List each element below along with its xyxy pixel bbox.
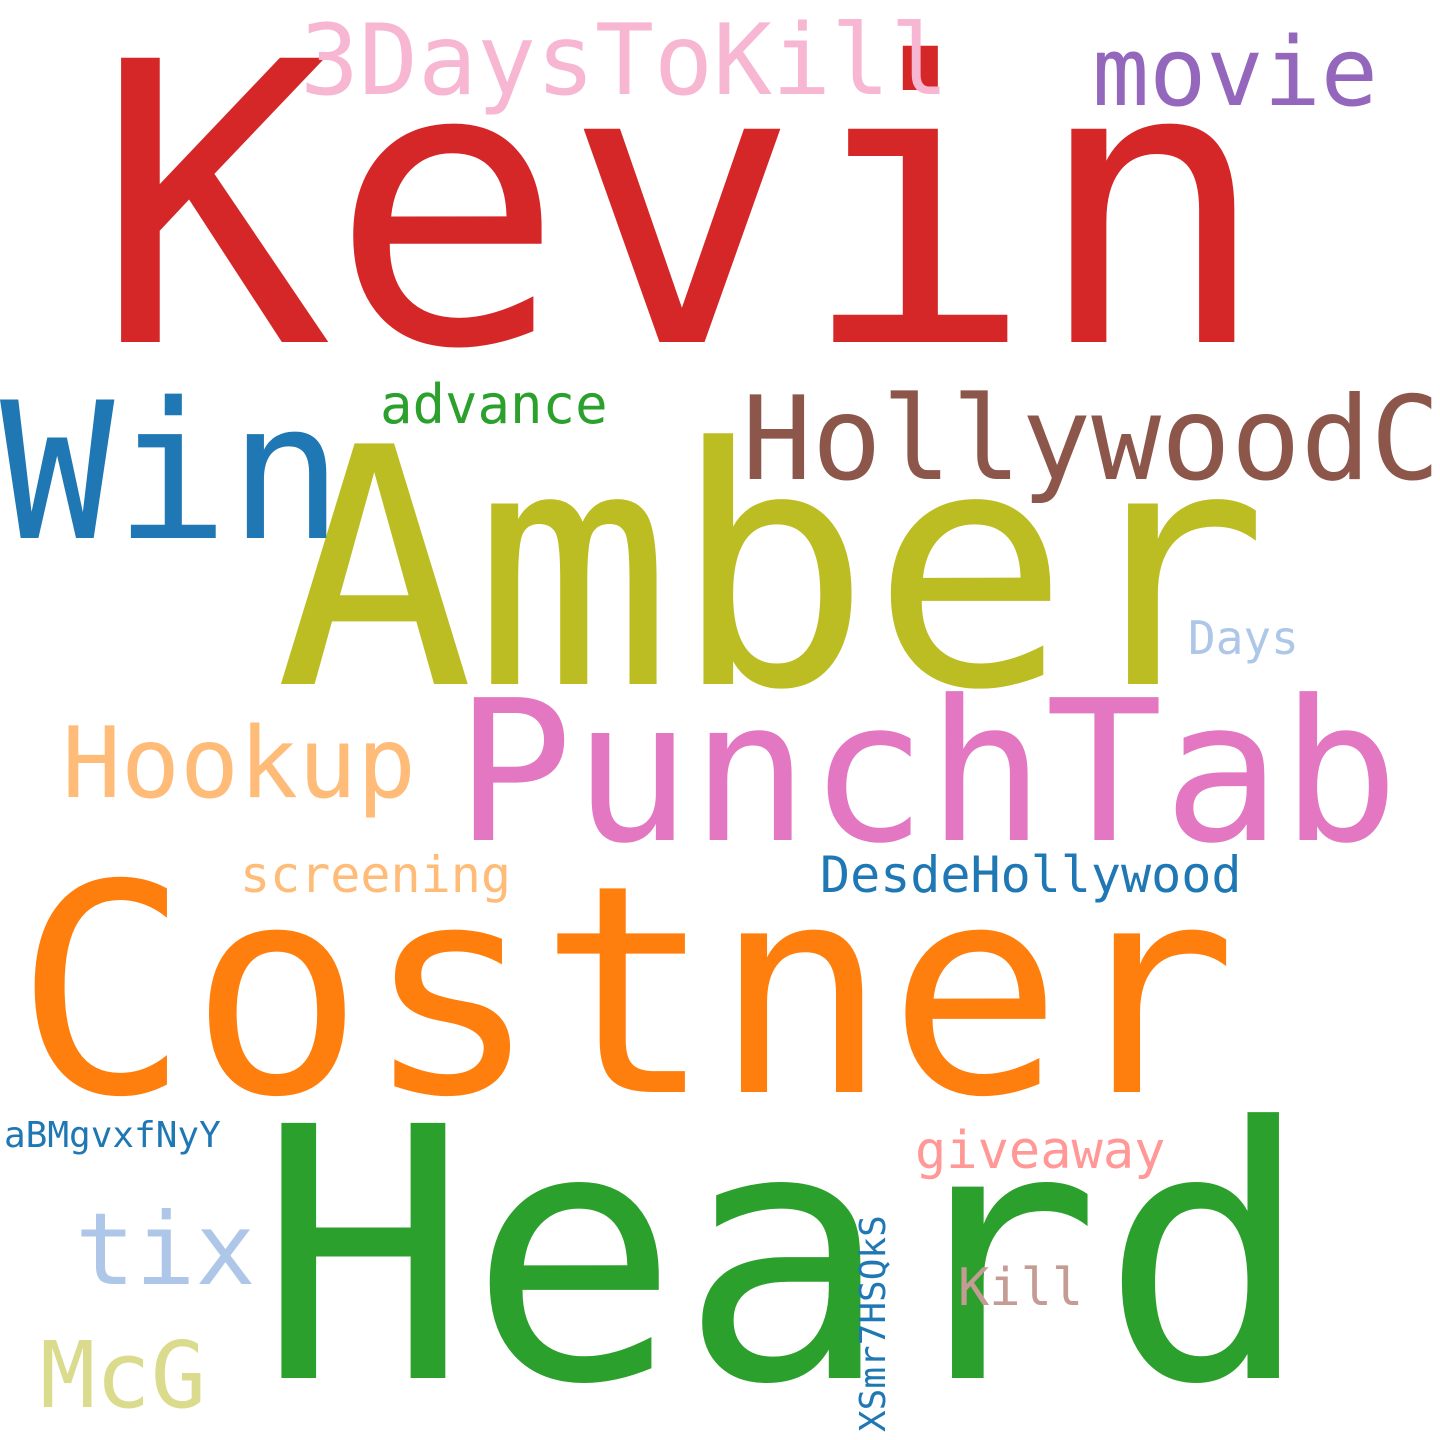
- word-tix: tix: [75, 1191, 256, 1308]
- word-days: Days: [1188, 611, 1299, 665]
- word-amber: Amber: [275, 378, 1269, 762]
- word-3daystokill: 3DaysToKill: [300, 4, 950, 118]
- word-xsmr7hsqks: XSmr7HSQkS: [853, 1215, 894, 1432]
- word-giveaway: giveaway: [915, 1121, 1166, 1181]
- word-kill: Kill: [958, 1258, 1084, 1318]
- word-win: Win: [0, 362, 344, 583]
- word-kevin: Kevin: [95, 0, 1269, 434]
- word-desdehollywood: DesdeHollywood: [820, 846, 1242, 904]
- word-movie: movie: [1092, 18, 1378, 128]
- word-advance: advance: [380, 373, 608, 436]
- word-hollywoodchi: HollywoodChi: [742, 372, 1440, 507]
- word-abmgvxfnyy: aBMgvxfNyY: [4, 1115, 221, 1156]
- word-hookup: Hookup: [62, 707, 417, 821]
- word-mcg: McG: [40, 1322, 207, 1429]
- word-costner: Costner: [15, 824, 1238, 1161]
- word-punchtab: PunchTab: [455, 659, 1400, 887]
- word-heard: Heard: [258, 1053, 1312, 1440]
- word-screening: screening: [240, 846, 511, 904]
